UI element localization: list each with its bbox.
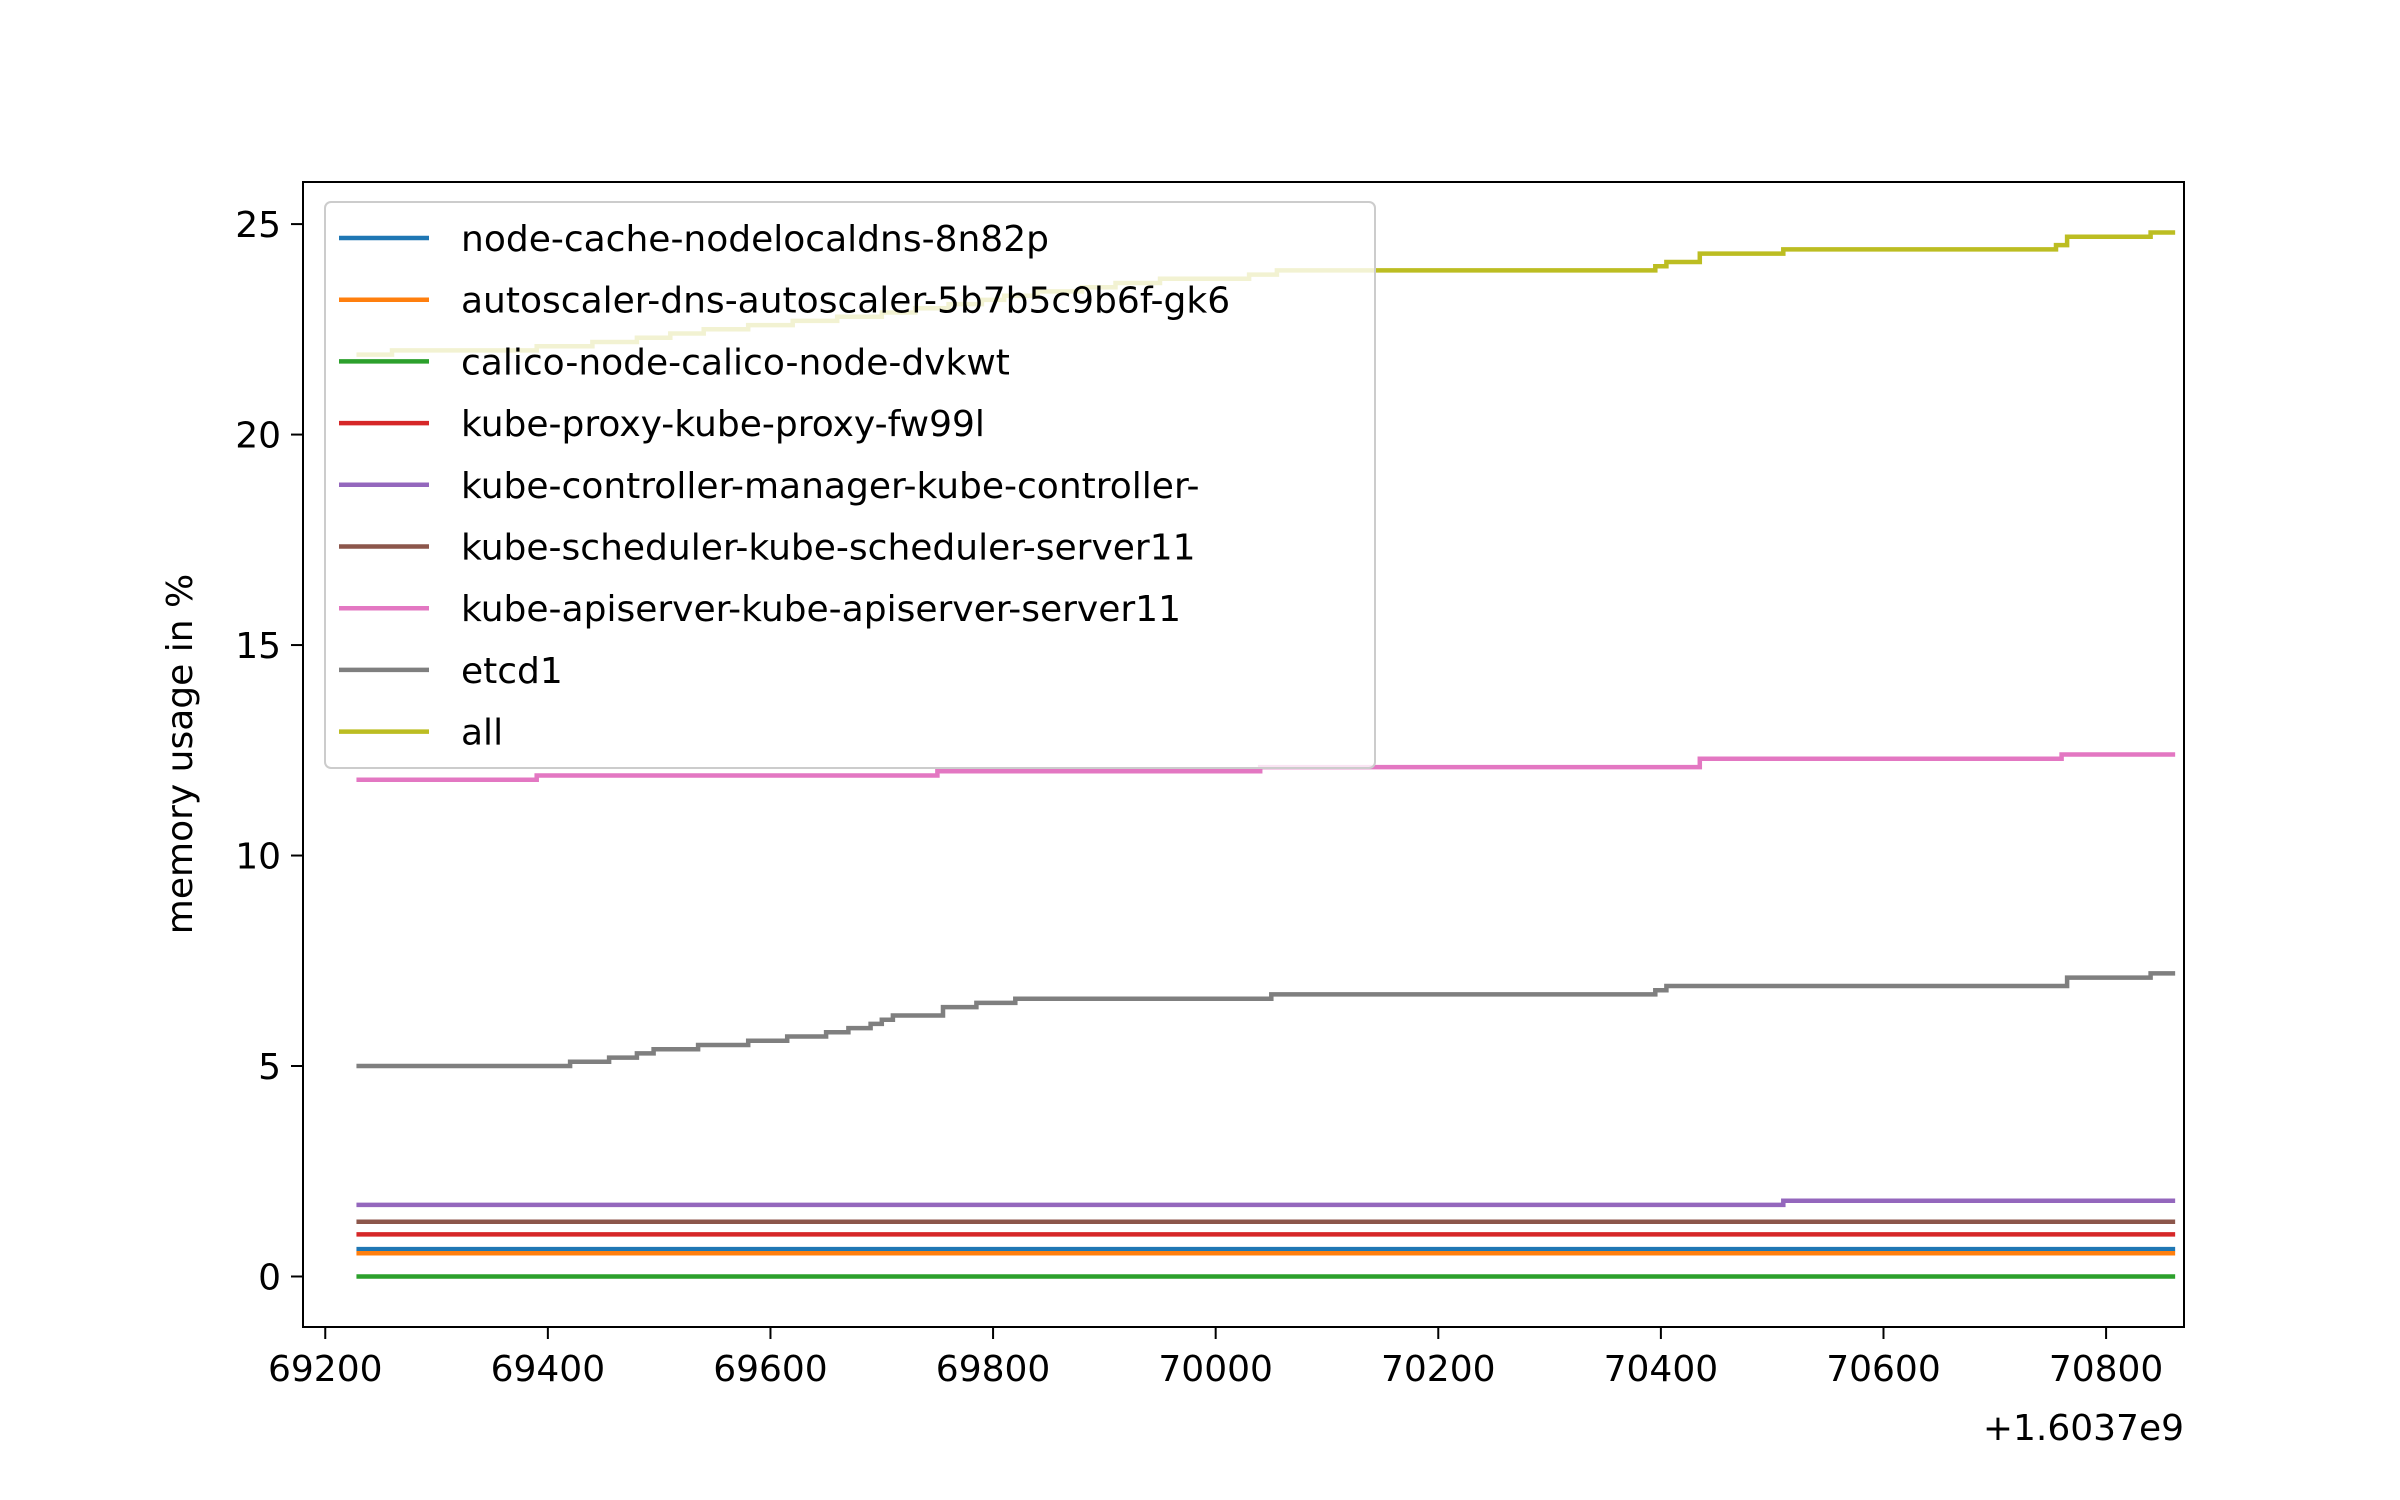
x-offset-label: +1.6037e9 xyxy=(1983,1408,2184,1449)
y-tick-label: 25 xyxy=(235,205,281,246)
x-tick-label: 70000 xyxy=(1158,1349,1273,1390)
series-line-4 xyxy=(356,1198,2176,1208)
series-line-7 xyxy=(356,971,2176,1069)
legend-label-2: calico-node-calico-node-dvkwt xyxy=(461,342,1010,383)
legend-label-5: kube-scheduler-kube-scheduler-server11 xyxy=(461,528,1196,569)
y-tick-label: 0 xyxy=(258,1257,281,1298)
x-axis: 69200 69400 69600 69800 70000 70200 70400 70600… xyxy=(268,1327,2163,1390)
x-tick-label: 69600 xyxy=(713,1349,828,1390)
x-tick-label: 70200 xyxy=(1381,1349,1496,1390)
x-tick-label: 69800 xyxy=(936,1349,1051,1390)
y-tick-label: 15 xyxy=(235,626,281,667)
y-tick-label: 5 xyxy=(258,1047,281,1088)
y-axis-label: memory usage in % xyxy=(160,574,201,934)
y-tick-label: 10 xyxy=(235,837,281,878)
series-layer xyxy=(356,230,2176,1279)
legend-box xyxy=(324,201,1376,769)
x-tick-label: 69200 xyxy=(268,1349,383,1390)
legend-label-7: etcd1 xyxy=(461,651,563,692)
x-tick-label: 70800 xyxy=(2049,1349,2164,1390)
x-tick-label: 69400 xyxy=(491,1349,606,1390)
plot-frame xyxy=(302,181,2185,1328)
legend-label-4: kube-controller-manager-kube-controller- xyxy=(461,466,1199,507)
legend: node-cache-nodelocaldns-8n82p autoscaler-… xyxy=(324,201,1376,769)
x-tick-label: 70600 xyxy=(1826,1349,1941,1390)
x-tick-label: 70400 xyxy=(1604,1349,1719,1390)
legend-label-3: kube-proxy-kube-proxy-fw99l xyxy=(461,404,985,445)
legend-label-1: autoscaler-dns-autoscaler-5b7b5c9b6f-gk6 xyxy=(461,281,1230,322)
legend-label-6: kube-apiserver-kube-apiserver-server11 xyxy=(461,589,1181,630)
legend-label-0: node-cache-nodelocaldns-8n82p xyxy=(461,219,1049,260)
y-tick-label: 20 xyxy=(235,416,281,457)
y-axis: 0 5 10 15 20 25 xyxy=(235,205,303,1298)
series-line-6 xyxy=(356,752,2176,783)
legend-label-8: all xyxy=(461,713,503,754)
